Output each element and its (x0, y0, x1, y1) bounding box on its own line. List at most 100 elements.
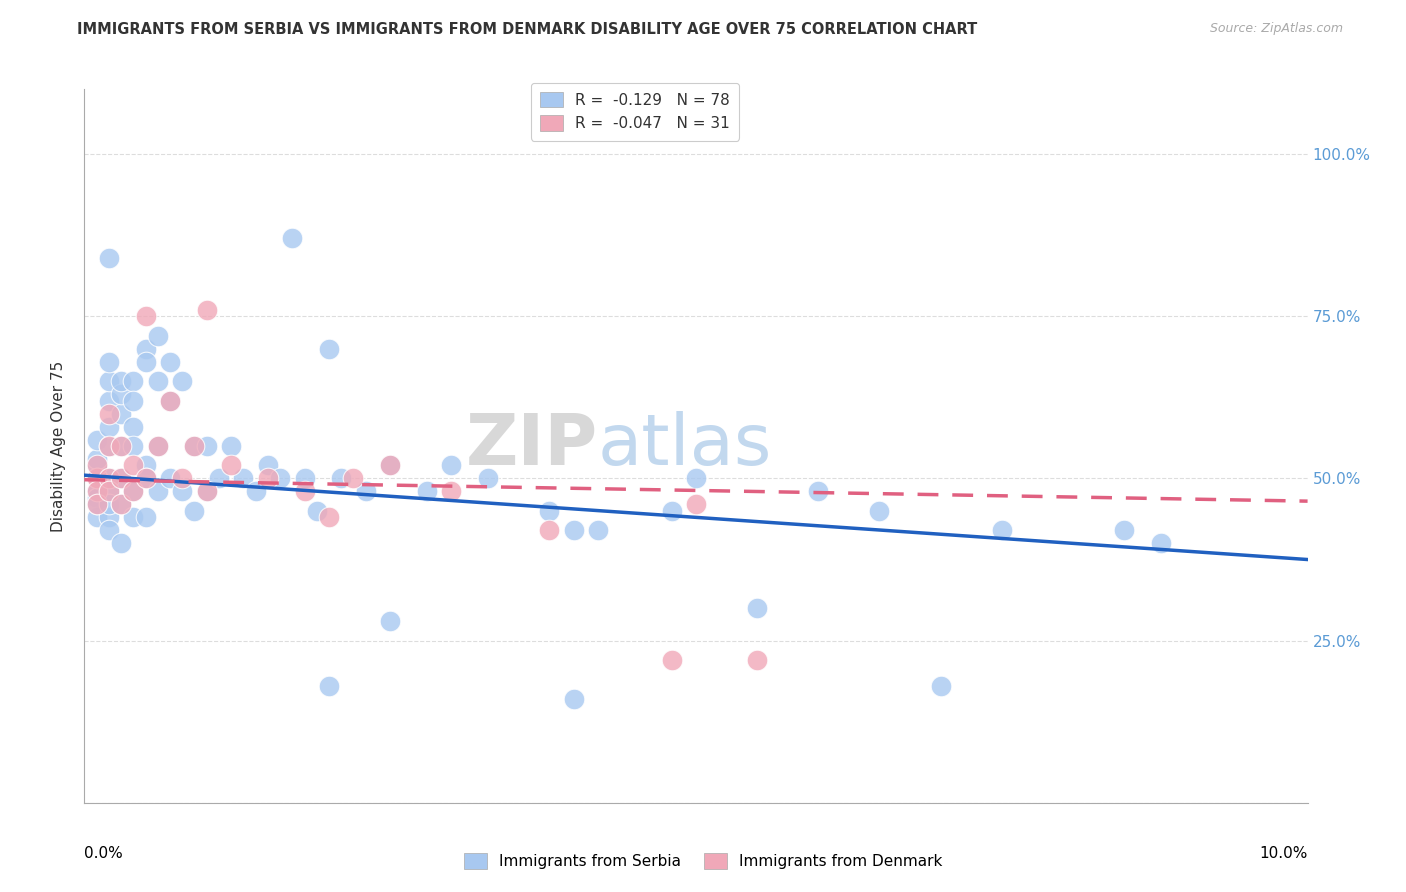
Text: IMMIGRANTS FROM SERBIA VS IMMIGRANTS FROM DENMARK DISABILITY AGE OVER 75 CORRELA: IMMIGRANTS FROM SERBIA VS IMMIGRANTS FRO… (77, 22, 977, 37)
Point (86, 458, 108, 473)
Point (172, 484, 194, 499)
Point (991, 524, 1014, 538)
Point (661, 504, 683, 518)
Point (110, 439, 132, 453)
Point (294, 484, 316, 499)
Point (97, 484, 120, 499)
Point (97, 407, 120, 421)
Point (135, 342, 157, 356)
Point (661, 653, 683, 667)
Point (1150, 536, 1173, 550)
Point (380, 458, 402, 473)
Point (440, 458, 463, 473)
Point (86, 497, 108, 511)
Point (159, 471, 181, 485)
Point (208, 471, 231, 485)
Text: Source: ZipAtlas.com: Source: ZipAtlas.com (1209, 22, 1343, 36)
Point (146, 439, 169, 453)
Point (183, 439, 205, 453)
Point (86, 510, 108, 524)
Point (135, 354, 157, 368)
Point (86, 433, 108, 447)
Point (562, 524, 585, 538)
Point (380, 614, 402, 628)
Point (97, 439, 120, 453)
Point (195, 302, 218, 317)
Point (122, 419, 145, 434)
Point (97, 251, 120, 265)
Point (110, 387, 132, 401)
Point (538, 524, 561, 538)
Point (318, 679, 340, 693)
Point (195, 439, 218, 453)
Point (281, 231, 304, 245)
Point (110, 497, 132, 511)
Point (342, 471, 364, 485)
Point (562, 692, 585, 706)
Point (86, 471, 108, 485)
Point (86, 484, 108, 499)
Point (86, 471, 108, 485)
Point (172, 471, 194, 485)
Point (146, 374, 169, 388)
Y-axis label: Disability Age Over 75: Disability Age Over 75 (51, 360, 66, 532)
Point (97, 439, 120, 453)
Point (380, 458, 402, 473)
Point (257, 458, 280, 473)
Point (159, 393, 181, 408)
Point (110, 471, 132, 485)
Text: 0.0%: 0.0% (84, 846, 124, 861)
Point (1114, 524, 1136, 538)
Point (110, 497, 132, 511)
Point (97, 524, 120, 538)
Point (86, 471, 108, 485)
Point (416, 484, 439, 499)
Point (146, 328, 169, 343)
Point (86, 471, 108, 485)
Point (135, 471, 157, 485)
Text: 10.0%: 10.0% (1260, 846, 1308, 861)
Point (685, 471, 707, 485)
Point (122, 439, 145, 453)
Point (685, 497, 707, 511)
Point (122, 484, 145, 499)
Point (807, 484, 830, 499)
Point (318, 510, 340, 524)
Point (110, 471, 132, 485)
Point (135, 510, 157, 524)
Point (586, 524, 609, 538)
Point (172, 374, 194, 388)
Point (146, 439, 169, 453)
Point (97, 419, 120, 434)
Point (122, 393, 145, 408)
Point (195, 484, 218, 499)
Legend: R =  -0.129   N = 78, R =  -0.047   N = 31: R = -0.129 N = 78, R = -0.047 N = 31 (530, 83, 740, 141)
Text: atlas: atlas (598, 411, 772, 481)
Point (86, 458, 108, 473)
Point (86, 491, 108, 505)
Point (122, 510, 145, 524)
Point (97, 497, 120, 511)
Point (183, 504, 205, 518)
Point (97, 354, 120, 368)
Legend: Immigrants from Serbia, Immigrants from Denmark: Immigrants from Serbia, Immigrants from … (457, 847, 949, 875)
Point (110, 407, 132, 421)
Point (97, 471, 120, 485)
Point (257, 471, 280, 485)
Point (122, 374, 145, 388)
Point (440, 484, 463, 499)
Point (294, 471, 316, 485)
Point (135, 458, 157, 473)
Point (97, 471, 120, 485)
Point (477, 471, 499, 485)
Point (159, 393, 181, 408)
Point (97, 510, 120, 524)
Point (269, 471, 291, 485)
Point (110, 374, 132, 388)
Point (86, 484, 108, 499)
Point (159, 354, 181, 368)
Point (110, 536, 132, 550)
Point (747, 653, 769, 667)
Point (747, 601, 769, 615)
Point (219, 458, 242, 473)
